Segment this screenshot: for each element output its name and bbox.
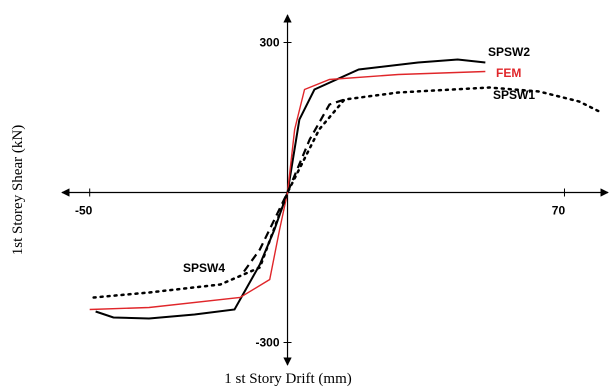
series-label: SPSW4 [183,261,225,275]
series-line [95,58,486,320]
series-label: SPSW1 [493,88,535,102]
series-label: SPSW2 [488,45,530,59]
series-line [92,86,601,299]
series-line [89,70,486,311]
y-axis-title: 1st Storey Shear (kN) [10,125,26,255]
x-tick-label: 70 [552,204,566,218]
y-tick-label: -300 [255,336,279,350]
series-label: FEM [496,66,521,80]
series-line [243,98,345,273]
x-axis-title: 1 st Story Drift (mm) [224,371,352,387]
y-tick-label: 300 [259,36,279,50]
x-tick-label: -50 [75,204,93,218]
